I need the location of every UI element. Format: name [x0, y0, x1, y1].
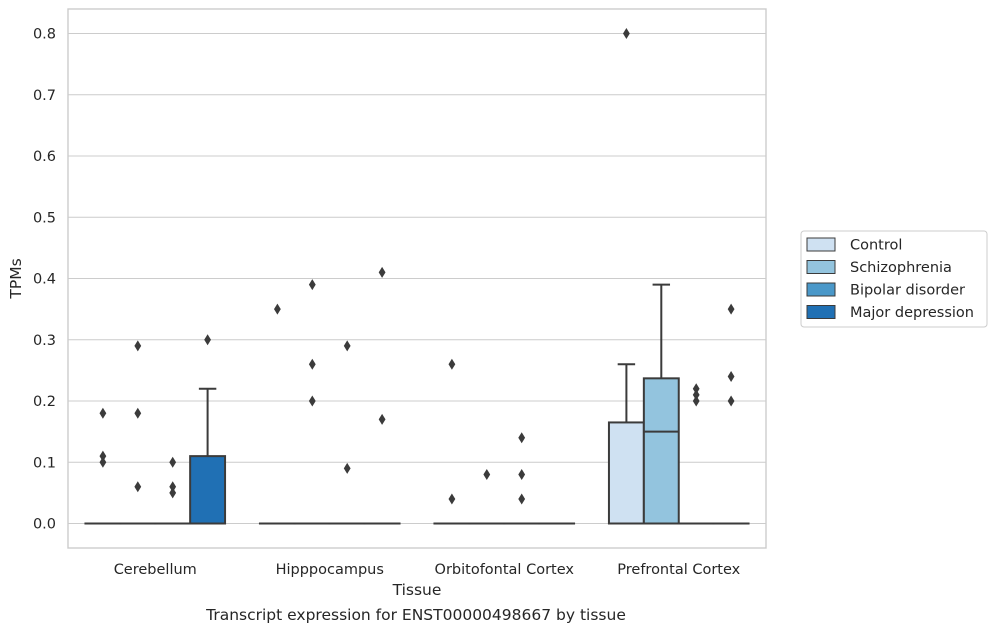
- outlier-point: [343, 340, 351, 352]
- box-1-1: [293, 279, 331, 525]
- outlier-point: [483, 469, 491, 480]
- box-2-0: [433, 358, 471, 525]
- box-2-2: [503, 432, 541, 525]
- outlier-point: [169, 456, 177, 468]
- outlier-point: [134, 407, 142, 419]
- outlier-point: [99, 450, 107, 462]
- outlier-point: [308, 395, 316, 407]
- y-tick-label: 0.3: [33, 333, 56, 349]
- x-tick-label: Hipppocampus: [276, 562, 384, 578]
- box-0-2: [154, 456, 192, 525]
- y-tick-label: 0.2: [33, 394, 56, 410]
- legend-label: Bipolar disorder: [850, 283, 965, 299]
- outlier-point: [204, 334, 211, 346]
- legend-swatch: [806, 282, 836, 297]
- legend-swatch: [806, 260, 836, 274]
- outlier-point: [99, 456, 107, 468]
- outlier-point: [692, 389, 700, 401]
- box-1-0: [258, 303, 296, 525]
- legend-label: Control: [850, 238, 902, 254]
- box-3-3: [712, 303, 750, 525]
- y-tick-label: 0.6: [33, 149, 56, 165]
- outlier-point: [274, 303, 281, 315]
- box-1-2: [328, 340, 366, 525]
- outlier-point: [518, 493, 526, 505]
- box-3-2: [677, 383, 715, 525]
- x-tick-label: Orbitofontal Cortex: [435, 562, 575, 578]
- outlier-point: [727, 371, 735, 382]
- x-tick-label: Cerebellum: [114, 562, 197, 578]
- plot-frame: [67, 8, 767, 549]
- box-0-1: [119, 340, 157, 525]
- x-tick-label: Prefrontal Cortex: [617, 562, 740, 578]
- outlier-point: [623, 28, 630, 39]
- y-axis-label: TPMs: [7, 258, 25, 299]
- box-body: [642, 377, 680, 525]
- box-3-1: [642, 283, 680, 525]
- outlier-point: [99, 407, 107, 419]
- outlier-point: [343, 462, 351, 474]
- legend: Control Schizophrenia Bipolar disorder Majo…: [800, 230, 988, 328]
- box-1-3: [363, 266, 401, 525]
- box-0-3: [189, 334, 227, 525]
- outlier-point: [378, 266, 386, 278]
- y-tick-label: 0.1: [33, 455, 56, 471]
- outlier-point: [727, 395, 735, 407]
- outlier-point: [378, 413, 386, 425]
- y-tick-label: 0.0: [33, 517, 56, 533]
- figure-caption: Transcript expression for ENST0000049866…: [206, 606, 626, 624]
- y-tick-label: 0.5: [33, 210, 56, 226]
- outlier-point: [448, 493, 456, 505]
- box-body: [607, 421, 645, 525]
- outlier-point: [518, 432, 526, 444]
- outlier-point: [692, 383, 700, 395]
- legend-label: Schizophrenia: [850, 260, 952, 276]
- outlier-point: [448, 358, 456, 370]
- y-tick-label: 0.7: [33, 88, 56, 104]
- outlier-point: [134, 340, 142, 352]
- box-3-0: [607, 28, 645, 525]
- outlier-point: [308, 279, 316, 291]
- legend-swatch: [806, 305, 836, 319]
- outlier-point: [692, 395, 700, 407]
- legend-frame: [800, 230, 988, 328]
- outlier-point: [518, 469, 526, 480]
- outlier-point: [169, 487, 177, 499]
- box-0-0: [84, 407, 122, 525]
- outlier-point: [727, 303, 735, 315]
- legend-swatch: [806, 237, 836, 252]
- box-2-1: [468, 469, 506, 525]
- box-body: [189, 455, 227, 525]
- x-axis-label: Tissue: [392, 581, 442, 599]
- y-tick-label: 0.4: [33, 272, 56, 288]
- outlier-point: [308, 358, 316, 370]
- outlier-point: [134, 481, 142, 493]
- legend-label: Major depression: [850, 305, 974, 321]
- y-tick-label: 0.8: [33, 27, 56, 43]
- outlier-point: [169, 481, 177, 493]
